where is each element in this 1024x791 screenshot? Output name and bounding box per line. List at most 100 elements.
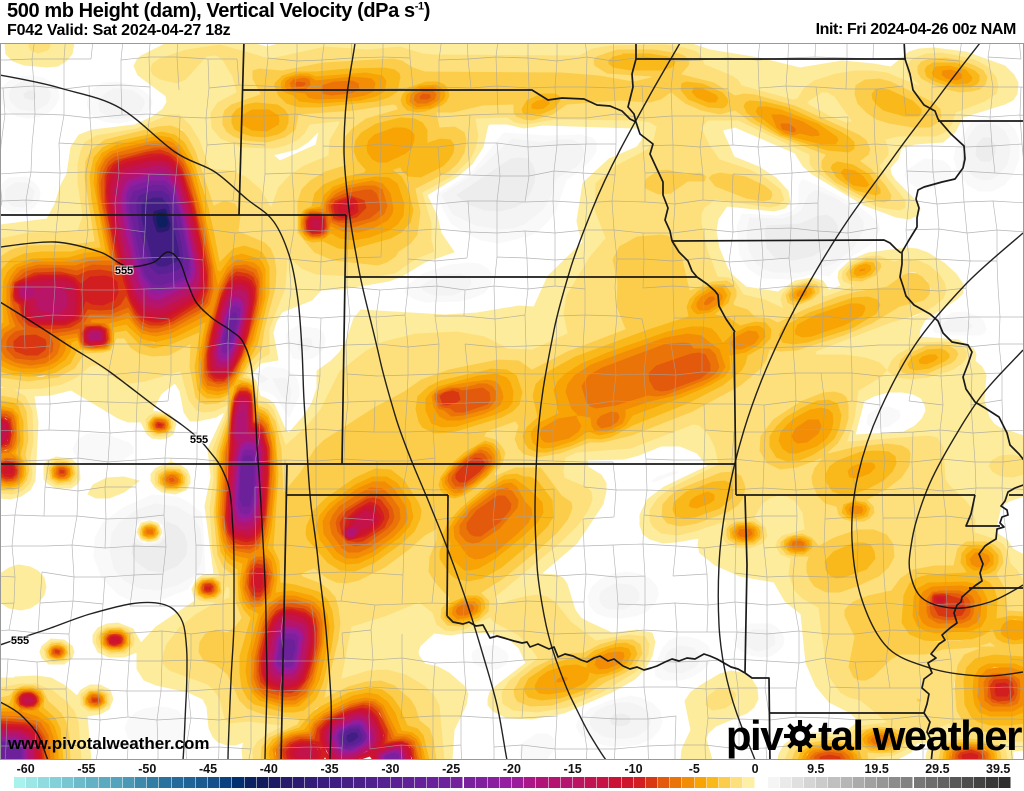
colorbar-tick-label: -30	[381, 762, 400, 776]
colorbar-cell	[949, 777, 963, 788]
colorbar-cell	[852, 777, 865, 788]
colorbar-cell	[925, 777, 938, 788]
colorbar-tick-label: -5	[688, 762, 700, 776]
init-time-label: Init: Fri 2024-04-26 00z NAM	[815, 21, 1017, 38]
colorbar-tick-label: -45	[198, 762, 218, 776]
colorbar-cell	[682, 777, 695, 788]
colorbar-cell	[913, 777, 926, 788]
title-text: 500 mb Height (dam), Vertical Velocity (…	[7, 0, 415, 22]
colorbar-cell	[864, 777, 877, 788]
colorbar-cell	[74, 777, 87, 788]
colorbar-tick-label: -35	[320, 762, 339, 776]
gear-icon	[784, 720, 817, 752]
colorbar-tick-label: 29.5	[925, 762, 950, 776]
colorbar-cell	[670, 777, 683, 788]
colorbar-tick-label: -25	[442, 762, 461, 776]
watermark-url: www.pivotalweather.com	[8, 734, 210, 753]
colorbar-cell	[755, 777, 768, 788]
colorbar-tick-label: 39.5	[986, 762, 1011, 776]
colorbar-cell	[998, 777, 1011, 788]
colorbar-cell	[439, 777, 452, 788]
colorbar-cell	[49, 777, 63, 788]
colorbar-cell	[743, 777, 756, 788]
colorbar-cell	[281, 777, 294, 788]
colorbar-cell	[621, 777, 634, 788]
colorbar-cell	[171, 777, 184, 788]
state-borders	[0, 43, 1024, 760]
colorbar-cell	[329, 777, 342, 788]
colorbar-cell	[706, 777, 719, 788]
colorbar-cell	[244, 777, 257, 788]
colorbar-cell	[560, 777, 573, 788]
colorbar-tick-label: -50	[138, 762, 157, 776]
colorbar-cell	[877, 777, 890, 788]
colorbar-cell	[694, 777, 707, 788]
colorbar-cell	[974, 777, 987, 788]
valid-time-label: F042 Valid: Sat 2024-04-27 18z	[7, 22, 231, 39]
county-borders	[0, 43, 1024, 760]
colorbar-tick-label: -40	[259, 762, 278, 776]
colorbar-cell	[536, 777, 549, 788]
colorbar-cell	[195, 777, 209, 788]
colorbar-cell	[585, 777, 598, 788]
colorbar-cell	[840, 777, 853, 788]
colorbar-cell	[147, 777, 160, 788]
colorbar-cell	[305, 777, 318, 788]
colorbar-cell	[828, 777, 841, 788]
colorbar-cell	[609, 777, 622, 788]
colorbar-cell	[718, 777, 732, 788]
colorbar-tick-label: -10	[624, 762, 643, 776]
colorbar-cell	[633, 777, 646, 788]
colorbar-cell	[889, 777, 902, 788]
colorbar-cell	[135, 777, 148, 788]
colorbar-cell	[110, 777, 123, 788]
contour-label: 555	[189, 434, 209, 446]
colorbar-cell	[427, 777, 440, 788]
colorbar-tick-label: 19.5	[864, 762, 889, 776]
map-canvas[interactable]: 555 555 555 www.pivotalweather.com piv tal …	[0, 43, 1024, 760]
colorbar-cell	[962, 777, 975, 788]
colorbar-tick-label: -60	[16, 762, 35, 776]
colorbar-cell	[402, 777, 415, 788]
colorbar-cell	[572, 777, 586, 788]
colorbar-cell	[341, 777, 355, 788]
colorbar-cell	[475, 777, 488, 788]
colorbar-cell	[597, 777, 610, 788]
colorbar-cell	[731, 777, 744, 788]
contour-label: 555	[114, 265, 134, 277]
colorbar-tick-label: 0	[751, 762, 759, 776]
colorbar-cell	[366, 777, 379, 788]
colorbar-cell	[499, 777, 513, 788]
colorbar-cell	[122, 777, 136, 788]
colorbar-cell	[767, 777, 780, 788]
page-title: 500 mb Height (dam), Vertical Velocity (…	[7, 0, 430, 23]
title-close-paren: )	[423, 0, 431, 22]
colorbar-cell	[937, 777, 950, 788]
colorbar-cell	[183, 777, 196, 788]
colorbar-cell	[256, 777, 269, 788]
height-contours	[0, 43, 1024, 760]
colorbar-cell	[220, 777, 233, 788]
colorbar-cell	[986, 777, 999, 788]
colorbar-cell	[816, 777, 829, 788]
colorbar-cell	[414, 777, 427, 788]
colorbar-cell	[791, 777, 805, 788]
colorbar-cell	[901, 777, 914, 788]
colorbar-cell	[25, 777, 38, 788]
colorbar-cell	[390, 777, 403, 788]
colorbar-cell	[645, 777, 659, 788]
logo-piv: piv	[725, 712, 784, 759]
colorbar-cell	[487, 777, 500, 788]
pivotal-weather-logo: piv tal weather	[725, 712, 1023, 760]
colorbar-cell	[317, 777, 330, 788]
colorbar-cell	[804, 777, 817, 788]
colorbar-tick-label: 9.5	[807, 762, 825, 776]
colorbar-tick-label: -15	[563, 762, 582, 776]
colorbar-cell	[451, 777, 464, 788]
colorbar-cell	[658, 777, 671, 788]
colorbar-cell	[354, 777, 367, 788]
colorbar: -60 -55 -50 -45 -40 -35 -30 -25 -20 -15 -10 -5 0 9.5 1…	[0, 760, 1024, 791]
colorbar-cell	[268, 777, 282, 788]
contour-label: 555	[10, 635, 30, 647]
